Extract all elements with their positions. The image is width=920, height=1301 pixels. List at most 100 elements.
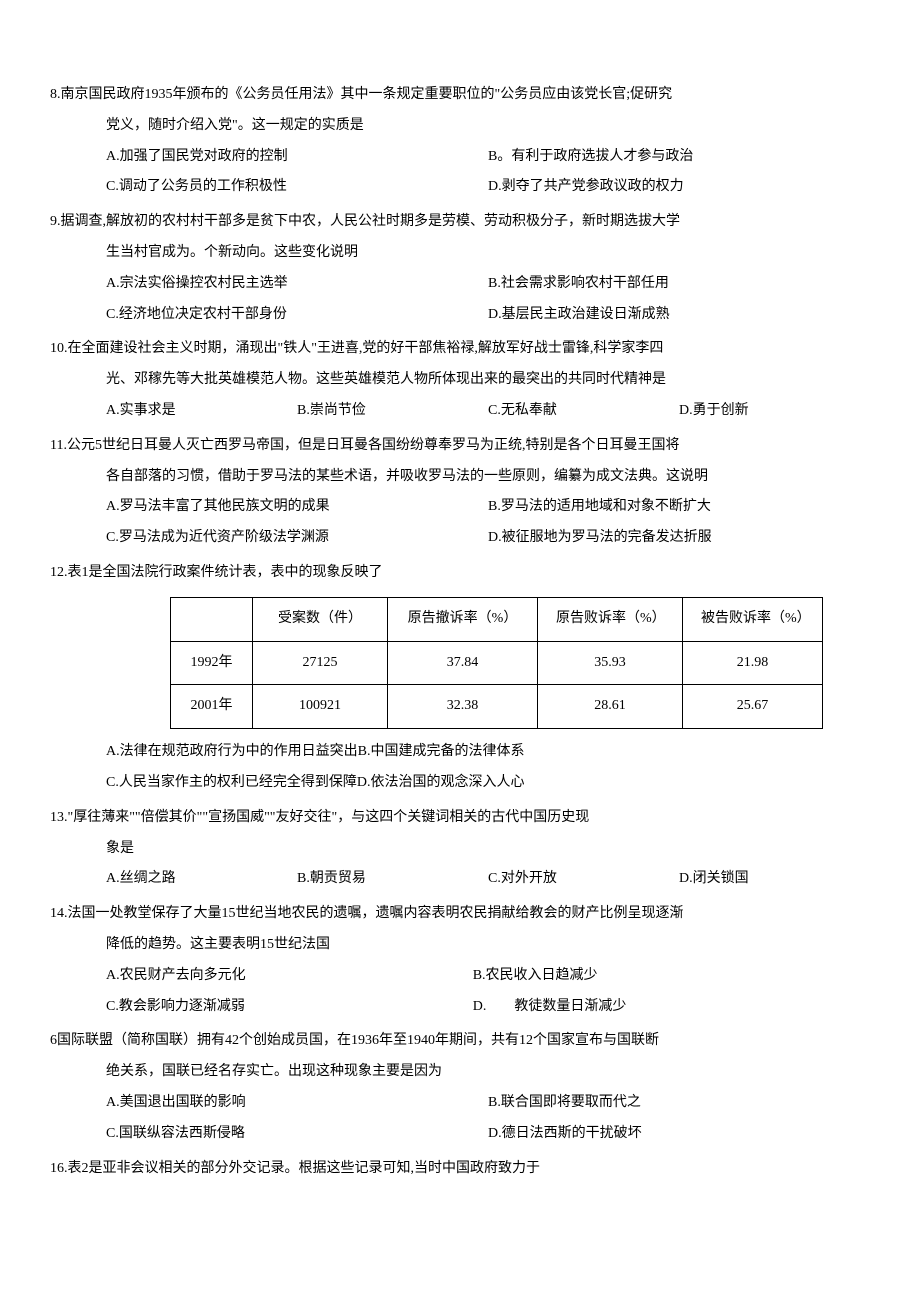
option-c: C.教会影响力逐渐减弱 <box>106 992 473 1023</box>
data-table: 受案数（件）原告撤诉率（%）原告败诉率（%）被告败诉率（%）1992年27125… <box>170 597 823 729</box>
option-b: B.农民收入日趋减少 <box>473 961 870 992</box>
table-header-cell: 原告撤诉率（%） <box>388 597 538 641</box>
question-body: 国际联盟（简称国联）拥有42个创始成员国，在1936年至1940年期间，共有12… <box>57 1033 659 1048</box>
question-number: 12. <box>50 565 68 580</box>
question-number: 11. <box>50 438 67 453</box>
question-continue: 光、邓稼先等大批英雄模范人物。这些英雄模范人物所体现出来的最突出的共同时代精神是 <box>50 365 870 396</box>
option-a: A.罗马法丰富了其他民族文明的成果 <box>106 492 488 523</box>
question-body: 公元5世纪日耳曼人灭亡西罗马帝国，但是日耳曼各国纷纷尊奉罗马为正统,特别是各个日… <box>67 438 680 453</box>
question-text: 16.表2是亚非会议相关的部分外交记录。根据这些记录可知,当时中国政府致力于 <box>50 1154 870 1185</box>
options: A.实事求是B.崇尚节俭C.无私奉献D.勇于创新 <box>50 396 870 427</box>
question-text: 12.表1是全国法院行政案件统计表，表中的现象反映了 <box>50 558 870 589</box>
question-5: 13."厚往薄来""倍偿其价""宣扬国威""友好交往"，与这四个关键词相关的古代… <box>50 803 870 895</box>
option-d: D. 教徒数量日渐减少 <box>473 992 870 1023</box>
question-continue: 象是 <box>50 834 870 865</box>
option-a: A.农民财产去向多元化 <box>106 961 473 992</box>
table-cell: 1992年 <box>171 641 253 685</box>
question-continue: 各自部落的习惯，借助于罗马法的某些术语，并吸收罗马法的一些原则，编纂为成文法典。… <box>50 462 870 493</box>
table-header-cell: 原告败诉率（%） <box>538 597 683 641</box>
option-d: D.被征服地为罗马法的完备发达折服 <box>488 523 870 554</box>
table-cell: 21.98 <box>683 641 823 685</box>
question-6: 14.法国一处教堂保存了大量15世纪当地农民的遗嘱，遗嘱内容表明农民捐献给教会的… <box>50 899 870 1022</box>
question-body: 南京国民政府1935年颁布的《公务员任用法》其中一条规定重要职位的"公务员应由该… <box>61 87 673 102</box>
option-b: B.朝贡贸易 <box>297 864 488 895</box>
table-row: 2001年10092132.3828.6125.67 <box>171 685 823 729</box>
table-cell: 27125 <box>253 641 388 685</box>
options-line-1: A.法律在规范政府行为中的作用日益突出B.中国建成完备的法律体系 <box>50 737 870 768</box>
question-text: 13."厚往薄来""倍偿其价""宣扬国威""友好交往"，与这四个关键词相关的古代… <box>50 803 870 834</box>
table-header-cell: 被告败诉率（%） <box>683 597 823 641</box>
question-text: 9.据调查,解放初的农村村干部多是贫下中农，人民公社时期多是劳模、劳动积极分子，… <box>50 207 870 238</box>
question-1: 9.据调查,解放初的农村村干部多是贫下中农，人民公社时期多是劳模、劳动积极分子，… <box>50 207 870 330</box>
question-continue: 生当村官成为。个新动向。这些变化说明 <box>50 238 870 269</box>
option-a: A.宗法实俗操控农村民主选举 <box>106 269 488 300</box>
option-d: D.基层民主政治建设日渐成熟 <box>488 300 870 331</box>
option-c: C.无私奉献 <box>488 396 679 427</box>
options: A.丝绸之路B.朝贡贸易C.对外开放D.闭关锁国 <box>50 864 870 895</box>
question-0: 8.南京国民政府1935年颁布的《公务员任用法》其中一条规定重要职位的"公务员应… <box>50 80 870 203</box>
table-cell: 2001年 <box>171 685 253 729</box>
option-a: A.实事求是 <box>106 396 297 427</box>
question-number: 6 <box>50 1033 57 1048</box>
question-2: 10.在全面建设社会主义时期，涌现出"铁人"王进喜,党的好干部焦裕禄,解放军好战… <box>50 334 870 426</box>
question-number: 9. <box>50 214 61 229</box>
question-number: 10. <box>50 341 68 356</box>
option-d: D.勇于创新 <box>679 396 870 427</box>
question-body: 据调查,解放初的农村村干部多是贫下中农，人民公社时期多是劳模、劳动积极分子，新时… <box>61 214 681 229</box>
question-text: 6国际联盟（简称国联）拥有42个创始成员国，在1936年至1940年期间，共有1… <box>50 1026 870 1057</box>
question-text: 10.在全面建设社会主义时期，涌现出"铁人"王进喜,党的好干部焦裕禄,解放军好战… <box>50 334 870 365</box>
question-text: 8.南京国民政府1935年颁布的《公务员任用法》其中一条规定重要职位的"公务员应… <box>50 80 870 111</box>
option-c: C.经济地位决定农村干部身份 <box>106 300 488 331</box>
question-4: 12.表1是全国法院行政案件统计表，表中的现象反映了受案数（件）原告撤诉率（%）… <box>50 558 870 799</box>
question-continue: 绝关系，国联已经名存实亡。出现这种现象主要是因为 <box>50 1057 870 1088</box>
options: A.罗马法丰富了其他民族文明的成果B.罗马法的适用地域和对象不断扩大C.罗马法成… <box>50 492 870 554</box>
table-cell: 28.61 <box>538 685 683 729</box>
option-b: B.崇尚节俭 <box>297 396 488 427</box>
question-8: 16.表2是亚非会议相关的部分外交记录。根据这些记录可知,当时中国政府致力于 <box>50 1154 870 1185</box>
question-number: 13. <box>50 810 68 825</box>
question-number: 14. <box>50 906 68 921</box>
question-text: 11.公元5世纪日耳曼人灭亡西罗马帝国，但是日耳曼各国纷纷尊奉罗马为正统,特别是… <box>50 431 870 462</box>
options-line-2: C.人民当家作主的权利已经完全得到保障D.依法治国的观念深入人心 <box>50 768 870 799</box>
question-body: 表2是亚非会议相关的部分外交记录。根据这些记录可知,当时中国政府致力于 <box>68 1161 541 1176</box>
question-continue: 党义，随时介绍入党"。这一规定的实质是 <box>50 111 870 142</box>
option-c: C.调动了公务员的工作积极性 <box>106 172 488 203</box>
option-row: A.农民财产去向多元化B.农民收入日趋减少 <box>106 961 870 992</box>
table-cell: 35.93 <box>538 641 683 685</box>
option-c: C.罗马法成为近代资产阶级法学渊源 <box>106 523 488 554</box>
option-a: A.丝绸之路 <box>106 864 297 895</box>
question-7: 6国际联盟（简称国联）拥有42个创始成员国，在1936年至1940年期间，共有1… <box>50 1026 870 1149</box>
option-a: A.美国退出国联的影响 <box>106 1088 488 1119</box>
question-continue: 降低的趋势。这主要表明15世纪法国 <box>50 930 870 961</box>
option-c: C.国联纵容法西斯侵略 <box>106 1119 488 1150</box>
table-cell: 100921 <box>253 685 388 729</box>
option-b: B。有利于政府选拔人才参与政治 <box>488 142 870 173</box>
question-number: 16. <box>50 1161 68 1176</box>
option-d: D.闭关锁国 <box>679 864 870 895</box>
options: A.美国退出国联的影响B.联合国即将要取而代之C.国联纵容法西斯侵略D.德日法西… <box>50 1088 870 1150</box>
question-body: 在全面建设社会主义时期，涌现出"铁人"王进喜,党的好干部焦裕禄,解放军好战士雷锋… <box>68 341 664 356</box>
table-header-cell <box>171 597 253 641</box>
table-row: 1992年2712537.8435.9321.98 <box>171 641 823 685</box>
table-header-cell: 受案数（件） <box>253 597 388 641</box>
option-b: B.罗马法的适用地域和对象不断扩大 <box>488 492 870 523</box>
question-body: 法国一处教堂保存了大量15世纪当地农民的遗嘱，遗嘱内容表明农民捐献给教会的财产比… <box>68 906 684 921</box>
options: A.农民财产去向多元化B.农民收入日趋减少C.教会影响力逐渐减弱D. 教徒数量日… <box>50 961 870 1023</box>
options: A.宗法实俗操控农村民主选举B.社会需求影响农村干部任用C.经济地位决定农村干部… <box>50 269 870 331</box>
option-row: C.教会影响力逐渐减弱D. 教徒数量日渐减少 <box>106 992 870 1023</box>
table-cell: 32.38 <box>388 685 538 729</box>
option-a: A.加强了国民党对政府的控制 <box>106 142 488 173</box>
question-text: 14.法国一处教堂保存了大量15世纪当地农民的遗嘱，遗嘱内容表明农民捐献给教会的… <box>50 899 870 930</box>
options: A.加强了国民党对政府的控制B。有利于政府选拔人才参与政治C.调动了公务员的工作… <box>50 142 870 204</box>
option-b: B.联合国即将要取而代之 <box>488 1088 870 1119</box>
table-cell: 25.67 <box>683 685 823 729</box>
option-d: D.剥夺了共产党参政议政的权力 <box>488 172 870 203</box>
option-c: C.对外开放 <box>488 864 679 895</box>
question-body: "厚往薄来""倍偿其价""宣扬国威""友好交往"，与这四个关键词相关的古代中国历… <box>68 810 590 825</box>
table-cell: 37.84 <box>388 641 538 685</box>
question-number: 8. <box>50 87 61 102</box>
option-b: B.社会需求影响农村干部任用 <box>488 269 870 300</box>
question-body: 表1是全国法院行政案件统计表，表中的现象反映了 <box>68 565 383 580</box>
question-3: 11.公元5世纪日耳曼人灭亡西罗马帝国，但是日耳曼各国纷纷尊奉罗马为正统,特别是… <box>50 431 870 554</box>
table-header-row: 受案数（件）原告撤诉率（%）原告败诉率（%）被告败诉率（%） <box>171 597 823 641</box>
